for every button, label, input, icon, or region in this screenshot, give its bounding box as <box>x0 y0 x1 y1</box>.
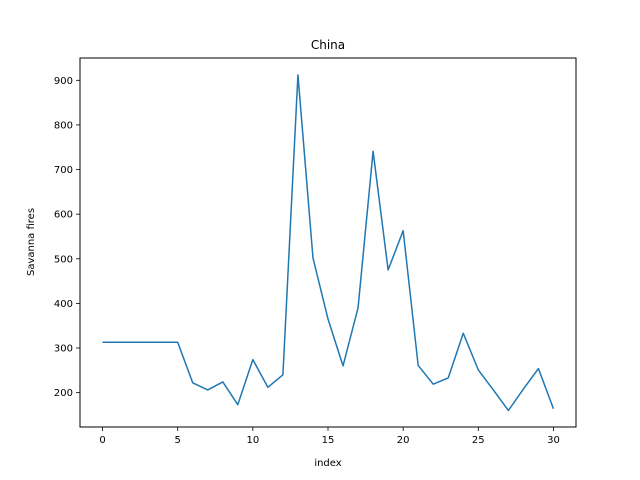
y-tick-label: 700 <box>54 165 73 176</box>
y-tick-label: 400 <box>54 299 73 310</box>
y-tick-label: 500 <box>54 254 73 265</box>
y-axis: 200 300 400 500 600 700 800 900 <box>54 76 80 399</box>
x-tick-label: 10 <box>246 435 259 446</box>
y-axis-label: Savanna fires <box>26 208 37 276</box>
series-line <box>102 74 555 412</box>
x-tick-label: 25 <box>472 435 485 446</box>
y-tick-label: 800 <box>54 120 73 131</box>
y-tick-label: 200 <box>54 388 73 399</box>
x-tick-label: 30 <box>547 435 560 446</box>
x-tick-label: 0 <box>99 435 105 446</box>
x-axis: 0 5 10 15 20 25 30 <box>99 427 560 446</box>
y-tick-label: 900 <box>54 76 73 87</box>
series-layer <box>102 74 555 412</box>
x-tick-label: 15 <box>322 435 335 446</box>
x-tick-label: 20 <box>397 435 410 446</box>
y-tick-label: 600 <box>54 210 73 221</box>
x-tick-label: 5 <box>175 435 181 446</box>
y-tick-label: 300 <box>54 344 73 355</box>
chart-title: China <box>311 38 345 52</box>
x-axis-label: index <box>314 458 341 469</box>
